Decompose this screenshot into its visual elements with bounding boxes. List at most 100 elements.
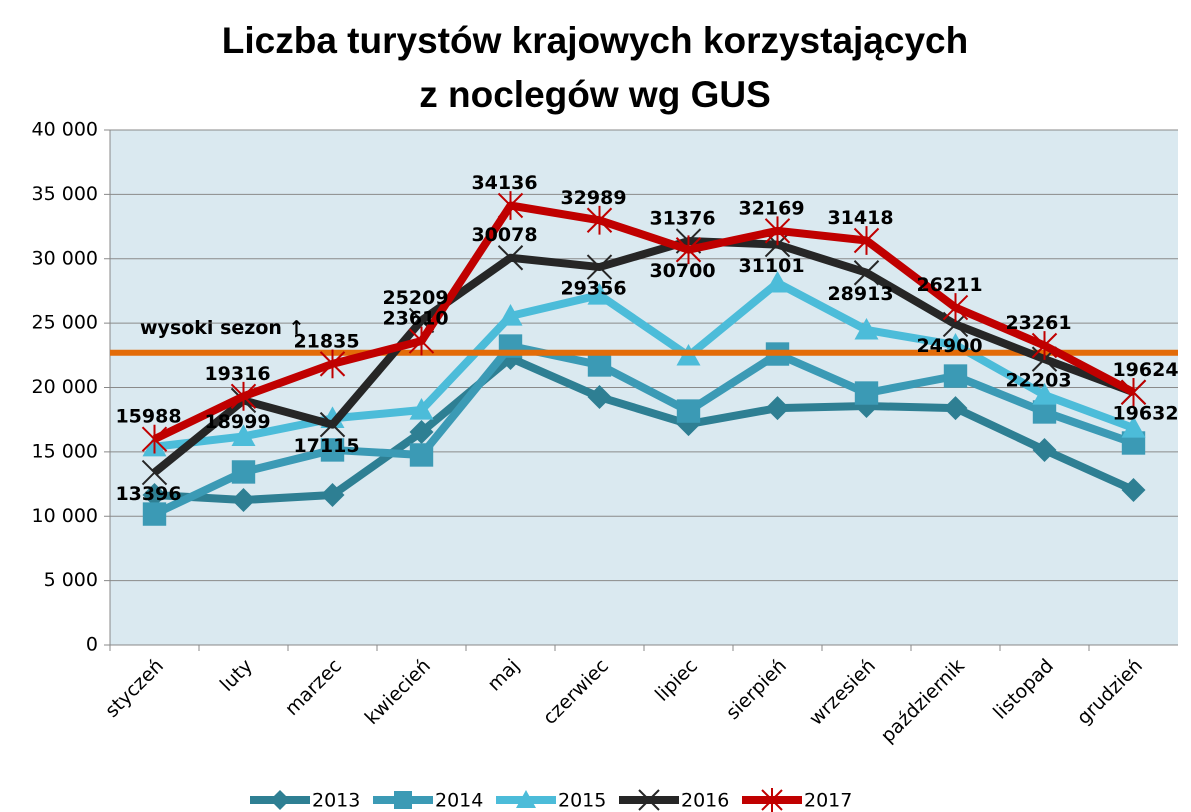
marker	[943, 396, 968, 421]
data-label: 32989	[560, 187, 626, 209]
marker	[587, 385, 612, 410]
x-tick-label: wrzesień	[805, 655, 880, 730]
marker	[943, 333, 968, 355]
marker	[675, 235, 702, 265]
marker	[320, 483, 345, 508]
data-label: 31418	[827, 207, 893, 229]
data-label: 13396	[115, 483, 181, 505]
marker	[394, 791, 412, 809]
x-tick-label: styczeń	[101, 655, 168, 722]
data-label: 31101	[738, 255, 804, 277]
data-label: 19316	[204, 363, 270, 385]
marker	[409, 398, 434, 420]
series-line	[154, 354, 1136, 505]
marker	[1032, 382, 1057, 405]
marker	[497, 191, 524, 220]
data-label: 15988	[115, 406, 181, 428]
data-label: 28913	[827, 283, 893, 305]
y-tick-label: 25 000	[32, 312, 98, 334]
x-tick-label: luty	[216, 655, 257, 696]
y-tick-label: 35 000	[32, 183, 98, 205]
legend-label: 2016	[681, 790, 729, 812]
marker	[231, 424, 256, 447]
marker	[1120, 377, 1147, 407]
marker	[765, 270, 790, 293]
chart-title: Liczba turystów krajowych korzystających	[222, 20, 968, 61]
x-tick-label: sierpień	[722, 655, 791, 724]
y-tick-label: 0	[86, 634, 98, 656]
marker	[854, 381, 879, 405]
data-label: 26211	[916, 274, 982, 296]
data-label: 25209	[382, 287, 448, 309]
data-label: 22203	[1005, 370, 1071, 392]
marker	[408, 326, 435, 356]
marker	[231, 488, 256, 513]
data-label: 30700	[649, 260, 715, 282]
marker	[587, 353, 612, 377]
y-tick-label: 10 000	[32, 505, 98, 527]
marker	[1032, 400, 1057, 424]
marker	[142, 502, 167, 526]
data-label: 32169	[738, 197, 804, 219]
legend-label: 2015	[558, 790, 606, 812]
series-line	[151, 237, 1135, 476]
marker	[586, 205, 613, 235]
data-label: 18999	[204, 411, 270, 433]
marker	[142, 483, 167, 508]
series-line	[152, 342, 1135, 518]
x-tick-label: grudzień	[1073, 655, 1147, 729]
marker	[676, 399, 701, 423]
x-tick-label: październik	[877, 655, 969, 747]
x-tick-label: listopad	[989, 655, 1058, 724]
data-label: 23610	[382, 308, 448, 330]
marker	[761, 788, 783, 812]
data-label: 17115	[293, 435, 359, 457]
marker	[141, 424, 168, 454]
marker	[586, 254, 613, 280]
y-tick-label: 40 000	[32, 119, 98, 141]
data-label: 23261	[1005, 312, 1071, 334]
data-label: 21835	[293, 330, 359, 352]
y-tick-label: 5 000	[44, 569, 98, 591]
marker	[853, 260, 880, 286]
marker	[587, 283, 612, 305]
marker	[409, 443, 434, 467]
y-tick-label: 30 000	[32, 247, 98, 269]
marker	[409, 420, 434, 445]
data-label: 24900	[916, 335, 982, 357]
chart-title: z noclegów wg GUS	[419, 74, 771, 115]
x-tick-label: kwiecień	[361, 655, 435, 729]
marker	[764, 216, 791, 246]
marker	[319, 411, 346, 438]
legend-label: 2017	[804, 790, 852, 812]
marker	[1121, 416, 1146, 438]
marker	[1031, 331, 1058, 360]
y-tick-label: 15 000	[32, 440, 98, 462]
data-label: 30078	[471, 224, 537, 246]
marker	[943, 364, 968, 388]
marker	[516, 790, 536, 808]
data-label: 19632	[1112, 403, 1178, 425]
marker	[319, 349, 346, 379]
x-tick-label: marzec	[281, 655, 346, 720]
marker	[320, 438, 345, 462]
data-label: 29356	[560, 278, 626, 300]
marker	[638, 789, 660, 811]
marker	[497, 245, 524, 271]
data-label: 31376	[649, 208, 715, 230]
marker	[942, 293, 969, 322]
marker	[498, 304, 523, 326]
marker	[853, 226, 880, 255]
legend-label: 2013	[312, 790, 360, 812]
data-label: 19624	[1112, 359, 1178, 381]
marker	[270, 790, 290, 810]
x-tick-label: maj	[483, 655, 524, 696]
marker	[765, 396, 790, 421]
marker	[854, 317, 879, 340]
marker	[230, 381, 257, 411]
data-label: 34136	[471, 172, 537, 194]
x-tick-label: lipiec	[651, 655, 702, 706]
reference-label: wysoki sezon ↑	[140, 317, 304, 339]
x-tick-label: czerwiec	[539, 655, 613, 729]
